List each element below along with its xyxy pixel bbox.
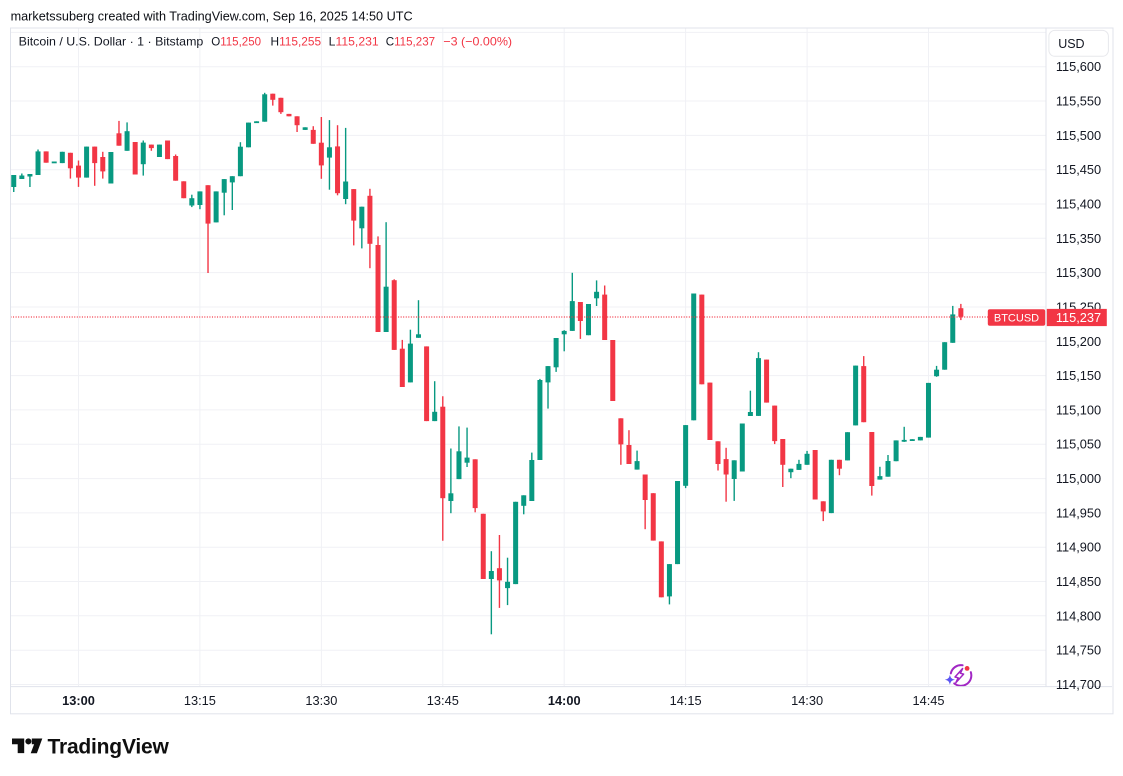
svg-text:115,550: 115,550 — [1056, 94, 1101, 109]
svg-text:115,300: 115,300 — [1056, 265, 1101, 280]
svg-text:115,400: 115,400 — [1056, 197, 1101, 212]
svg-text:114,800: 114,800 — [1056, 608, 1101, 623]
svg-text:14:15: 14:15 — [670, 693, 702, 708]
svg-text:marketssuberg created with Tra: marketssuberg created with TradingView.c… — [11, 9, 413, 24]
svg-text:L115,231: L115,231 — [329, 35, 379, 49]
svg-text:TradingView: TradingView — [48, 735, 170, 758]
svg-text:C115,237: C115,237 — [386, 35, 436, 49]
svg-text:O115,250: O115,250 — [211, 35, 261, 49]
svg-text:115,500: 115,500 — [1056, 128, 1101, 143]
svg-text:115,050: 115,050 — [1056, 437, 1101, 452]
svg-text:115,200: 115,200 — [1056, 334, 1101, 349]
svg-text:115,150: 115,150 — [1056, 368, 1101, 383]
svg-text:115,237: 115,237 — [1056, 310, 1101, 325]
svg-text:Bitcoin / U.S. Dollar · 1 · Bi: Bitcoin / U.S. Dollar · 1 · Bitstamp — [19, 35, 204, 49]
svg-text:14:30: 14:30 — [791, 693, 823, 708]
svg-text:115,450: 115,450 — [1056, 162, 1101, 177]
svg-text:115,100: 115,100 — [1056, 402, 1101, 417]
svg-text:H115,255: H115,255 — [271, 35, 322, 49]
svg-text:114,900: 114,900 — [1056, 540, 1101, 555]
svg-text:USD: USD — [1058, 37, 1084, 51]
svg-text:114,850: 114,850 — [1056, 574, 1101, 589]
svg-text:114,700: 114,700 — [1056, 677, 1101, 692]
svg-text:115,000: 115,000 — [1056, 471, 1101, 486]
svg-text:115,350: 115,350 — [1056, 231, 1101, 246]
svg-text:13:45: 13:45 — [427, 693, 459, 708]
svg-text:13:30: 13:30 — [305, 693, 337, 708]
svg-text:13:15: 13:15 — [184, 693, 216, 708]
svg-text:115,600: 115,600 — [1056, 59, 1101, 74]
svg-text:14:00: 14:00 — [548, 693, 581, 708]
svg-text:BTCUSD: BTCUSD — [994, 312, 1039, 324]
svg-text:−3 (−0.00%): −3 (−0.00%) — [443, 35, 512, 49]
svg-text:13:00: 13:00 — [62, 693, 95, 708]
svg-text:14:45: 14:45 — [912, 693, 944, 708]
svg-text:114,950: 114,950 — [1056, 505, 1101, 520]
svg-text:114,750: 114,750 — [1056, 643, 1101, 658]
